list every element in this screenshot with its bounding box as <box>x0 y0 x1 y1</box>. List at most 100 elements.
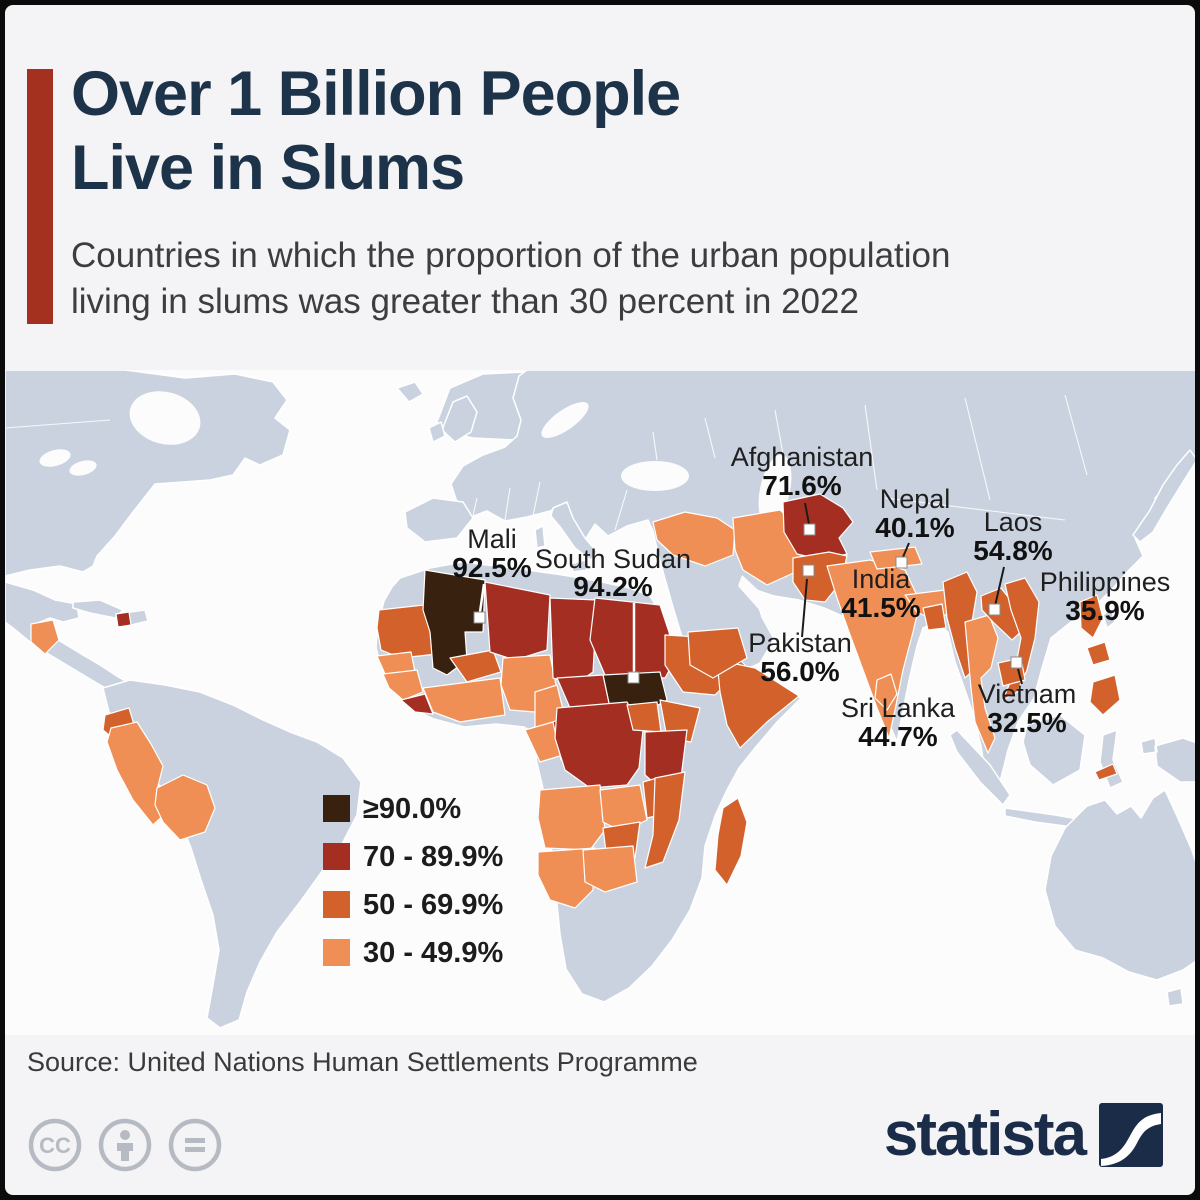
guatemala-shape <box>30 619 60 655</box>
legend-swatch <box>323 891 350 918</box>
thailand-shape <box>964 614 999 754</box>
country-label-laos: Laos 54.8% <box>973 507 1052 566</box>
sumatra-shape <box>949 729 1011 806</box>
country-label-afghanistan: Afghanistan 71.6% <box>731 442 874 501</box>
country-value: 94.2% <box>573 571 652 602</box>
country-borders-layer <box>5 394 1088 531</box>
cuba-shape <box>72 599 124 619</box>
afghanistan-shape <box>782 493 854 561</box>
country-label-india: India 41.5% <box>841 564 920 623</box>
legend-label: ≥90.0% <box>363 793 461 825</box>
country-label-sri-lanka: Sri Lanka 44.7% <box>841 693 956 752</box>
country-label-mali: Mali 92.5% <box>452 524 531 583</box>
ivory-coast-ghana-shape <box>422 677 506 723</box>
hudson-bay <box>129 391 201 445</box>
page-subtitle: Countries in which the proportion of the… <box>71 233 950 325</box>
legend-swatch <box>323 939 350 966</box>
license-icons: CC <box>27 1117 223 1173</box>
afghanistan-leader-line <box>804 502 810 525</box>
bangladesh-shape <box>922 603 947 631</box>
markers-layer <box>473 502 1023 685</box>
source-text: Source: United Nations Human Settlements… <box>27 1047 698 1077</box>
uganda-shape <box>626 701 662 733</box>
madagascar-shape <box>714 797 748 886</box>
country-labels-layer: Mali 92.5% South Sudan 94.2% Afghanistan… <box>452 442 1170 752</box>
title-accent-bar <box>27 69 53 324</box>
guinea-shape <box>382 669 424 701</box>
vietnam-marker <box>1010 656 1023 669</box>
title-line-1: Over 1 Billion People <box>71 59 681 129</box>
nepal-marker <box>895 556 908 569</box>
uk-shape <box>441 395 478 443</box>
sierra-leone-liberia-shape <box>400 693 434 715</box>
vietnam-leader-line <box>1017 668 1023 685</box>
tasmania-shape <box>1166 987 1184 1007</box>
laos-leader-line <box>994 566 1005 607</box>
statista-logo[interactable]: statista <box>884 1103 1163 1167</box>
legend-item-30: 30 - 49.9% <box>323 937 503 969</box>
country-name: South Sudan <box>535 544 691 574</box>
legend: ≥90.0% 70 - 89.9% 50 - 69.9% 30 - 49.9% <box>323 793 503 969</box>
legend-label: 30 - 49.9% <box>363 937 503 969</box>
title-line-2: Live in Slums <box>71 133 465 203</box>
iberia-shape <box>404 497 474 543</box>
afghanistan-marker <box>803 523 816 536</box>
nepal-leader-line <box>902 542 910 558</box>
country-label-south-sudan: South Sudan 94.2% <box>535 544 691 602</box>
country-value: 71.6% <box>762 470 841 501</box>
japan-shape <box>1132 449 1195 543</box>
great-lakes-west <box>39 449 71 467</box>
pakistan-marker <box>802 564 815 577</box>
country-name: Mali <box>467 524 517 554</box>
botswana-shape <box>582 845 638 893</box>
burkina-faso-shape <box>449 649 502 683</box>
mali-marker <box>473 611 486 624</box>
subtitle-line-2: living in slums was greater than 30 perc… <box>71 282 859 321</box>
niger-shape <box>484 581 551 661</box>
country-name: Sri Lanka <box>841 693 956 723</box>
country-value: 41.5% <box>841 592 920 623</box>
haiti-shape <box>115 611 132 628</box>
world-map-section: Mali 92.5% South Sudan 94.2% Afghanistan… <box>5 370 1195 1035</box>
infographic-card: Over 1 Billion People Live in Slums Coun… <box>5 5 1195 1195</box>
south-sudan-marker <box>627 671 640 684</box>
baltic-sea <box>541 401 589 439</box>
great-lakes-east <box>69 460 97 476</box>
page-title: Over 1 Billion People Live in Slums <box>71 57 681 205</box>
country-label-nepal: Nepal 40.1% <box>875 484 954 543</box>
subtitle-line-1: Countries in which the proportion of the… <box>71 236 951 275</box>
sicily-sardinia-shape <box>534 525 588 573</box>
cc-icon[interactable]: CC <box>27 1117 83 1173</box>
country-label-philippines: Philippines 35.9% <box>1040 567 1171 626</box>
country-value: 92.5% <box>452 552 531 583</box>
sudan-shape <box>589 597 676 679</box>
timor-leste-shape <box>1094 763 1118 781</box>
choropleth-layer <box>30 493 1121 909</box>
vietnam-shape <box>1002 577 1040 701</box>
north-america-shape <box>5 370 291 577</box>
svg-text:CC: CC <box>39 1133 71 1158</box>
legend-swatch <box>323 843 350 870</box>
statista-logo-mark <box>1099 1103 1163 1167</box>
philippines-shape <box>1079 594 1121 716</box>
namibia-shape <box>537 847 596 909</box>
taiwan-shape <box>1102 607 1116 629</box>
pakistan-leader-line <box>801 578 808 638</box>
new-guinea-shape <box>1140 737 1195 783</box>
no-derivatives-icon[interactable] <box>167 1117 223 1173</box>
borneo-shape <box>1022 714 1086 786</box>
black-sea <box>621 461 689 491</box>
legend-label: 50 - 69.9% <box>363 889 503 921</box>
country-name: Laos <box>984 507 1043 537</box>
yemen-shape <box>687 627 748 679</box>
legend-item-50: 50 - 69.9% <box>323 889 503 921</box>
statista-wordmark: statista <box>883 1100 1087 1169</box>
country-value: 44.7% <box>858 721 937 752</box>
legend-item-90: ≥90.0% <box>323 793 461 825</box>
iceland-shape <box>396 381 424 403</box>
legend-swatch <box>323 795 350 822</box>
ireland-shape <box>428 421 446 443</box>
australia-shape <box>1044 789 1195 981</box>
country-value: 35.9% <box>1065 595 1144 626</box>
attribution-icon[interactable] <box>97 1117 153 1173</box>
